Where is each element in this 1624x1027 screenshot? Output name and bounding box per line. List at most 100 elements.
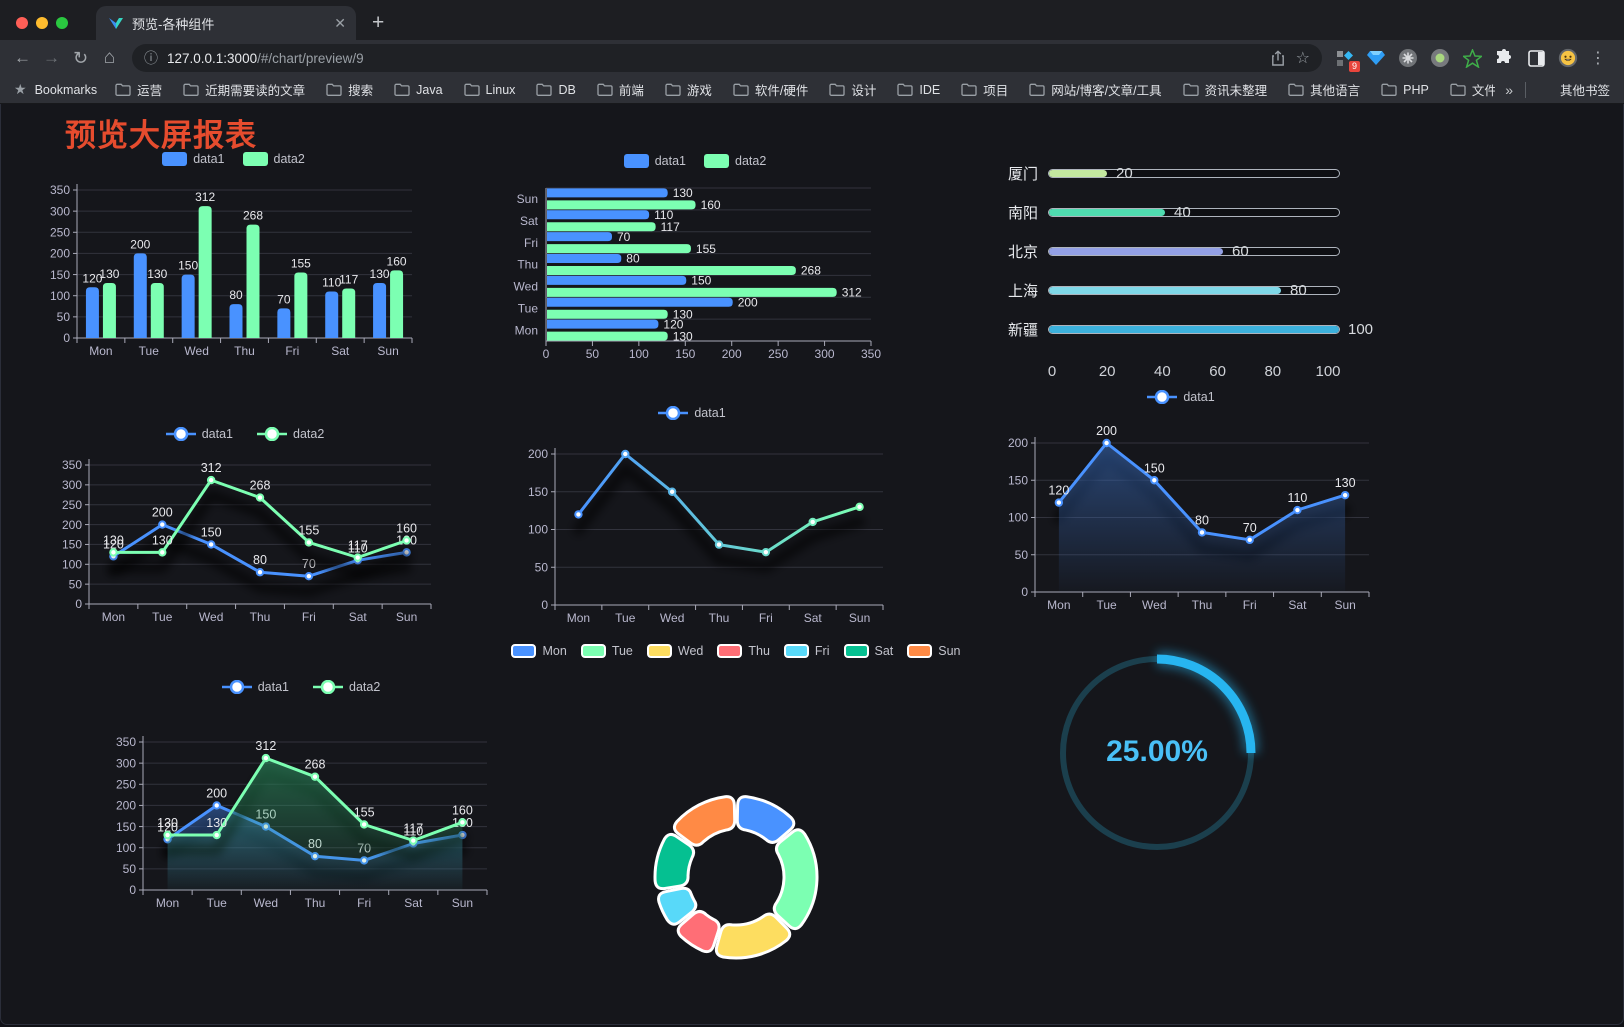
green-dot-extension-icon[interactable] [1430, 48, 1450, 68]
new-tab-button[interactable]: + [372, 11, 385, 34]
chart-gauge: 25.00% [1047, 649, 1267, 869]
tab-close-icon[interactable]: ✕ [334, 14, 346, 31]
legend-item-data1[interactable]: data1 [162, 152, 225, 166]
other-bookmarks-folder[interactable]: 其他书签 [1538, 80, 1610, 99]
svg-text:130: 130 [152, 533, 173, 547]
bookmark-folder[interactable]: 网站/博客/文章/工具 [1029, 80, 1162, 99]
minimize-window-button[interactable] [36, 17, 48, 29]
forward-button[interactable]: → [43, 48, 60, 67]
other-bookmarks-label: 其他书签 [1559, 84, 1610, 98]
legend-marker [165, 427, 196, 441]
svg-text:Sat: Sat [331, 344, 350, 358]
bookmark-folder[interactable]: Java [394, 83, 443, 97]
svg-text:268: 268 [243, 209, 263, 223]
url-text: 127.0.0.1:3000/#/chart/preview/9 [167, 51, 1260, 66]
menu-kebab-icon[interactable]: ⋮ [1590, 50, 1606, 67]
bookmark-folder[interactable]: 资讯未整理 [1182, 80, 1268, 99]
legend-item-data2[interactable]: data2 [242, 152, 305, 166]
bookmark-folder[interactable]: PHP [1381, 83, 1429, 97]
svg-text:150: 150 [691, 274, 711, 288]
share-icon[interactable] [1270, 49, 1286, 67]
site-info-icon[interactable]: ⓘ [144, 50, 158, 66]
legend-item-Mon[interactable]: Mon [511, 644, 567, 658]
progress-track: 60 [1048, 243, 1340, 260]
svg-text:250: 250 [62, 498, 82, 512]
bookmark-folder[interactable]: IDE [897, 83, 940, 97]
legend-item-data1[interactable]: data1 [221, 680, 289, 694]
bookmark-folder[interactable]: 设计 [829, 80, 876, 99]
legend-label: data1 [694, 406, 726, 420]
legend-item-data1[interactable]: data1 [658, 406, 726, 420]
zoom-window-button[interactable] [56, 17, 68, 29]
green-star-extension-icon[interactable] [1462, 48, 1482, 68]
bookmarks-overflow-button[interactable]: » [1505, 81, 1513, 98]
puzzle-extensions-icon[interactable] [1494, 48, 1514, 68]
reload-button[interactable]: ↻ [72, 47, 89, 68]
bookmark-folder[interactable]: 前端 [597, 80, 644, 99]
bookmark-folder[interactable]: 近期需要读的文章 [183, 80, 305, 99]
bookmark-folder[interactable]: 项目 [961, 80, 1008, 99]
bookmarks-label[interactable]: Bookmarks [34, 82, 98, 97]
svg-text:100: 100 [629, 347, 649, 361]
bookmark-folder[interactable]: 软件/硬件 [733, 80, 808, 99]
bookmark-folder[interactable]: 游戏 [665, 80, 712, 99]
legend-item-Thu[interactable]: Thu [717, 644, 770, 658]
svg-text:Sun: Sun [1334, 598, 1355, 612]
legend-item-Sun[interactable]: Sun [907, 644, 961, 658]
bookmarks-bar: ★ Bookmarks 运营 近期需要读的文章 搜索 Java Linux DB 前端 游戏 软… [0, 76, 1624, 104]
progress-fill [1049, 287, 1281, 294]
profile-avatar[interactable] [1558, 48, 1578, 68]
close-window-button[interactable] [16, 17, 28, 29]
svg-text:200: 200 [152, 506, 173, 520]
gray-circle-extension-icon[interactable] [1398, 48, 1418, 68]
svg-text:130: 130 [206, 816, 227, 830]
progress-fill [1049, 170, 1107, 177]
bookmark-star-icon[interactable]: ☆ [1295, 50, 1310, 67]
legend-marker [783, 644, 809, 658]
svg-text:150: 150 [50, 268, 70, 282]
legend-label: Tue [611, 644, 633, 658]
progress-fill [1049, 209, 1165, 216]
svg-text:110: 110 [1287, 491, 1307, 505]
legend-item-data2[interactable]: data2 [313, 680, 380, 694]
chart-legend: data1 [493, 406, 891, 420]
legend-marker [646, 644, 672, 658]
bookmarks-star-icon[interactable]: ★ [14, 81, 27, 97]
url-bar[interactable]: ⓘ 127.0.0.1:3000/#/chart/preview/9 ☆ [132, 44, 1322, 72]
back-button[interactable]: ← [14, 48, 31, 67]
legend-item-Sat[interactable]: Sat [843, 644, 893, 658]
extensions-area: 9 [1330, 48, 1586, 72]
progress-axis: 0 20 40 60 80 100 [996, 363, 1391, 383]
legend-item-Tue[interactable]: Tue [580, 644, 633, 658]
bookmark-folder-label: 资讯未整理 [1204, 84, 1268, 98]
browser-tab[interactable]: 预览-各种组件 ✕ [96, 6, 356, 40]
bookmark-folder[interactable]: 文件服务器 [1450, 80, 1495, 99]
bookmark-folder[interactable]: 运营 [115, 80, 162, 99]
svg-text:200: 200 [206, 786, 227, 800]
svg-text:Tue: Tue [139, 344, 160, 358]
legend-item-data2[interactable]: data2 [257, 427, 324, 441]
bookmark-folder[interactable]: Linux [463, 83, 515, 97]
progress-track: 40 [1048, 204, 1340, 221]
bookmark-folder-label: 前端 [618, 84, 644, 98]
bookmark-folder[interactable]: 其他语言 [1288, 80, 1360, 99]
side-panel-icon[interactable] [1526, 48, 1546, 68]
legend-item-data1[interactable]: data1 [623, 154, 686, 168]
legend-item-Wed[interactable]: Wed [646, 644, 703, 658]
legend-marker [623, 154, 649, 168]
progress-label: 北京 [1007, 244, 1038, 261]
legend-item-data2[interactable]: data2 [704, 154, 766, 168]
svg-text:200: 200 [528, 447, 548, 461]
svg-text:200: 200 [62, 518, 82, 532]
page-content: 预览大屏报表 data1 data2 0 50 100 150 200 250 300 350 Mo… [0, 104, 1624, 1025]
legend-item-data1[interactable]: data1 [1147, 390, 1215, 404]
svg-text:Wed: Wed [514, 280, 538, 294]
gem-extension-icon[interactable] [1366, 48, 1386, 68]
home-button[interactable]: ⌂ [103, 47, 116, 68]
bookmark-folder[interactable]: DB [536, 83, 576, 97]
devtools-extension-icon[interactable]: 9 [1334, 48, 1360, 72]
bookmark-folder[interactable]: 搜索 [326, 80, 373, 99]
legend-item-Fri[interactable]: Fri [783, 644, 830, 658]
legend-item-data1[interactable]: data1 [165, 427, 233, 441]
bookmark-folder-list: 运营 近期需要读的文章 搜索 Java Linux DB 前端 游戏 软件/硬件 设计 IDE 项目 网… [115, 80, 1495, 99]
